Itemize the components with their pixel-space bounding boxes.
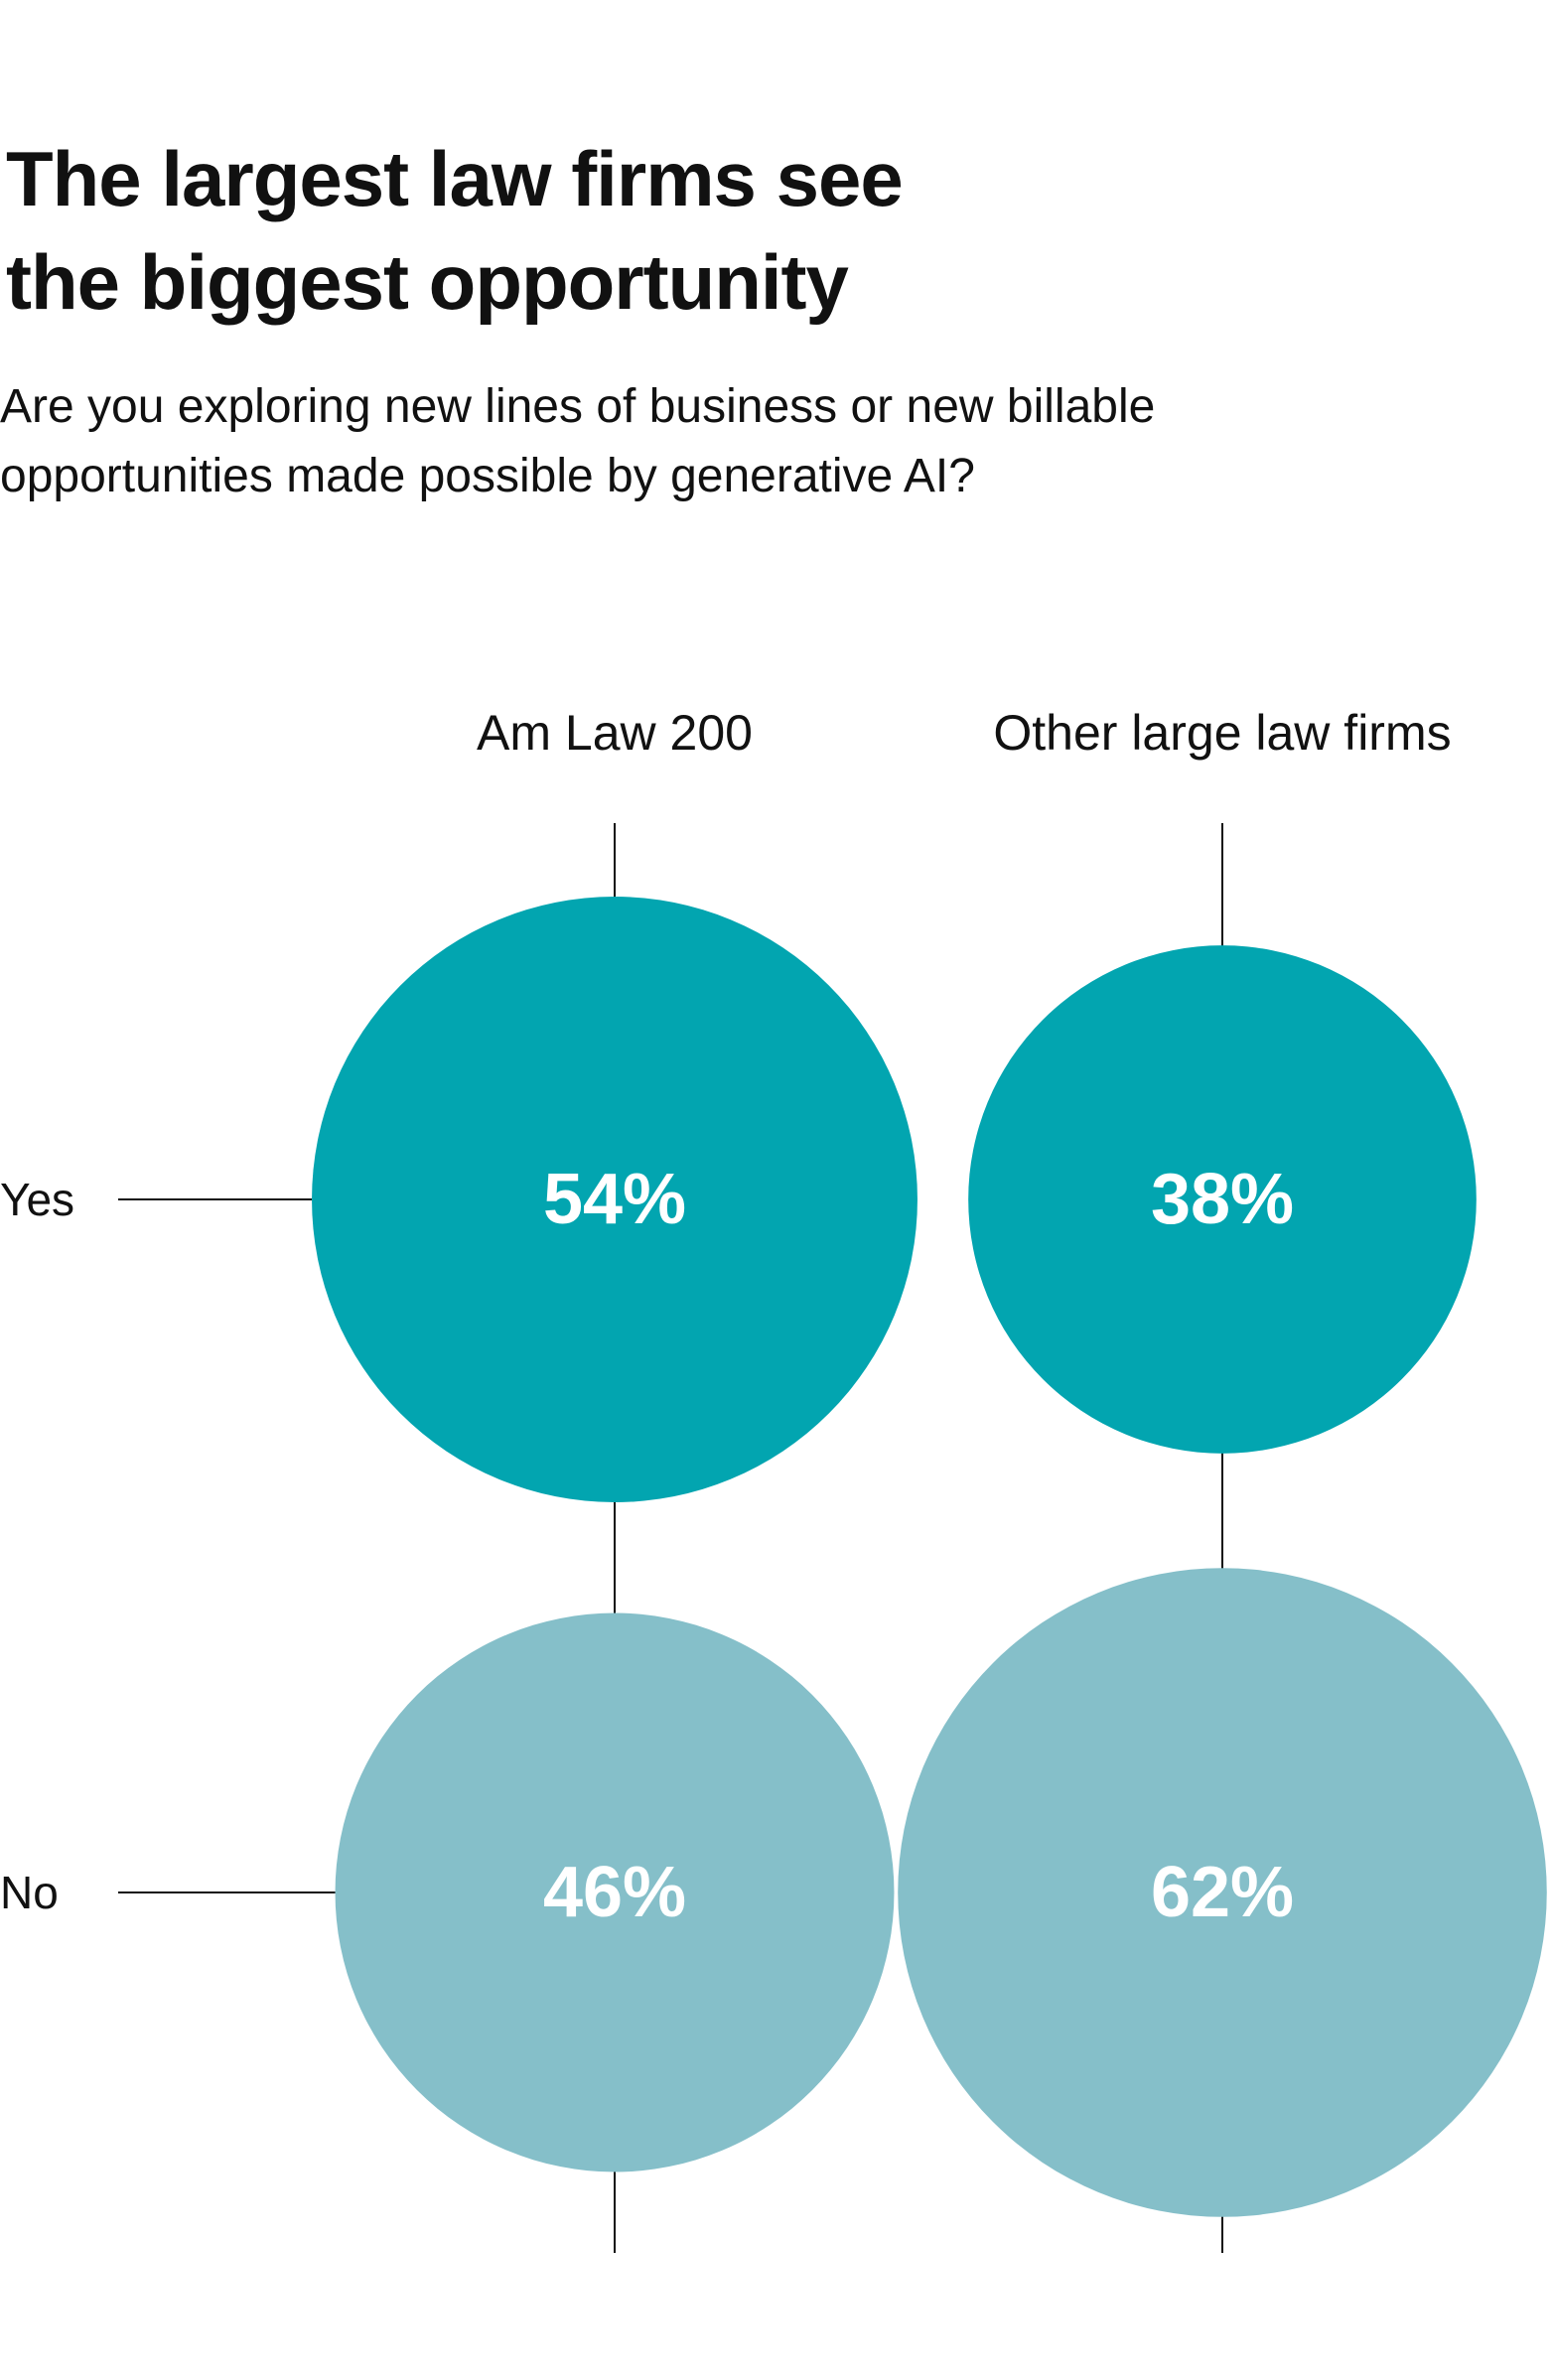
row-label-no: No — [0, 1867, 59, 1918]
chart-title: The largest law firms see the biggest op… — [6, 127, 904, 334]
bubble-value-label: 62% — [1151, 1853, 1294, 1932]
column-label: Am Law 200 — [477, 705, 753, 761]
bubble-yes-2 — [968, 945, 1477, 1454]
bubble-no-1 — [335, 1612, 895, 2172]
column-label: Other large law firms — [993, 705, 1451, 761]
bubble-value-label: 38% — [1151, 1160, 1294, 1239]
bubble-yes-1 — [312, 897, 918, 1502]
row-label-yes: Yes — [0, 1174, 74, 1225]
bubble-value-label: 46% — [543, 1853, 686, 1932]
chart-subtitle: Are you exploring new lines of business … — [0, 380, 1156, 502]
title-line-2: the biggest opportunity — [6, 238, 849, 326]
bubble-no-2 — [898, 1568, 1547, 2217]
title-line-1: The largest law firms see — [6, 135, 904, 222]
bubble-value-label: 54% — [543, 1160, 686, 1239]
